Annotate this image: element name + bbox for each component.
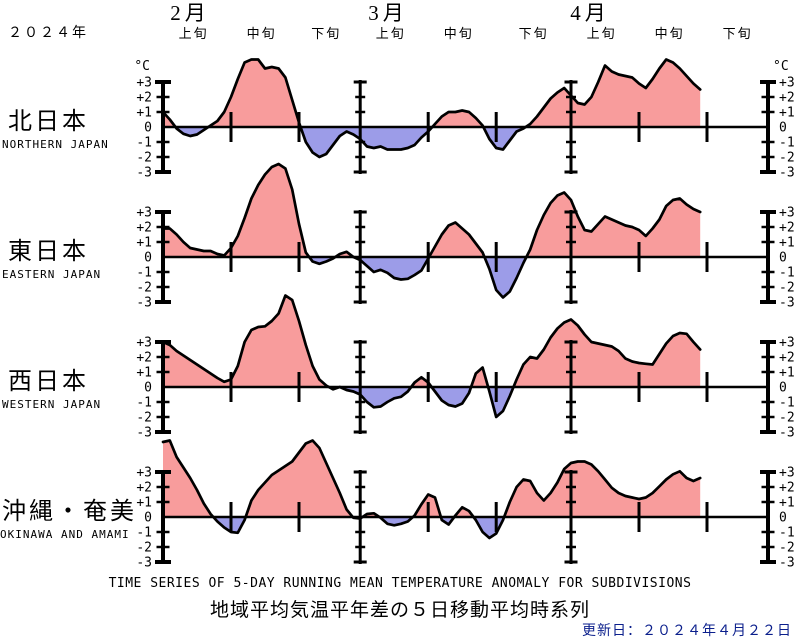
jun-label: 上旬 [376,26,406,41]
y-tick-label-left: 0 [144,121,152,136]
y-tick-label-left: -2 [136,151,152,166]
y-tick-label-right: +1 [779,496,795,511]
month-label: 4月 [570,1,610,25]
y-tick-label-right: +2 [779,91,795,106]
panel-subtitle-northern-japan: NORTHERN JAPAN [2,138,109,151]
y-tick-label-left: +1 [136,366,152,381]
panel-northern-japan: +3 +3+2 +2+1 +10 0-1 -1-2 -2-3 -3°C °C [134,58,795,181]
y-tick-label-right: -2 [779,411,795,426]
y-tick-label-left: +2 [136,481,152,496]
anomaly-curve [161,294,702,419]
panel-okinawa-and-amami: +3 +3+2 +2+1 +10 0-1 -1-2 -2-3 -3 [136,439,795,571]
y-tick-label-left: +2 [136,221,152,236]
y-tick-label-right: +2 [779,351,795,366]
y-tick-label-right: 0 [779,381,787,396]
jun-label: 下旬 [311,26,341,41]
y-tick-label-right: +1 [779,366,795,381]
panel-title-okinawa-amami: 沖縄・奄美 [2,499,137,525]
y-tick-label-right: 0 [779,251,787,266]
panel-title-eastern-japan: 東日本 [8,239,89,265]
year-label: ２０２４年 [8,26,88,41]
y-tick-label-left: -3 [136,296,152,311]
y-tick-label-left: 0 [144,511,152,526]
y-tick-label-right: +3 [779,466,795,481]
y-tick-label-left: -1 [136,396,152,411]
jun-label: 下旬 [723,26,753,41]
y-tick-label-right: +2 [779,221,795,236]
panel-title-western-japan: 西日本 [8,369,89,395]
y-tick-label-right: -1 [779,526,795,541]
month-label: 3月 [368,1,408,25]
anomaly-curve [161,58,702,159]
y-tick-label-right: 0 [779,121,787,136]
panel-subtitle-okinawa-amami: OKINAWA AND AMAMI [0,528,130,541]
panel-subtitle-eastern-japan: EASTERN JAPAN [2,268,102,281]
anomaly-curve [161,439,702,540]
positive-anomaly-area [163,164,701,257]
y-tick-label-left: +1 [136,106,152,121]
y-tick-label-left: -3 [136,556,152,571]
update-date: 更新日：２０２４年４月２２日 [582,624,792,639]
y-tick-label-left: -3 [136,166,152,181]
y-tick-label-left: +3 [136,206,152,221]
y-tick-label-right: +2 [779,481,795,496]
y-tick-label-right: -1 [779,396,795,411]
panel-subtitle-western-japan: WESTERN JAPAN [2,398,102,411]
y-tick-label-right: +3 [779,76,795,91]
y-tick-label-left: 0 [144,381,152,396]
y-tick-label-left: +2 [136,351,152,366]
y-tick-label-left: +1 [136,236,152,251]
jun-label: 上旬 [179,26,209,41]
jun-label: 下旬 [519,26,549,41]
y-tick-label-left: -1 [136,136,152,151]
y-tick-label-right: +3 [779,336,795,351]
y-tick-label-right: -2 [779,151,795,166]
jun-label: 上旬 [587,26,617,41]
chart-title-japanese: 地域平均気温平年差の５日移動平均時系列 [209,600,590,621]
y-tick-label-left: 0 [144,251,152,266]
degrees-celsius-label-right: °C [773,59,789,74]
month-label: 2月 [170,1,210,25]
y-tick-label-left: -2 [136,281,152,296]
jun-label: 中旬 [444,26,474,41]
y-tick-label-left: +3 [136,336,152,351]
y-tick-label-right: -2 [779,281,795,296]
y-tick-label-right: -3 [779,166,795,181]
y-tick-label-right: -3 [779,426,795,441]
y-tick-label-left: -2 [136,411,152,426]
y-tick-label-left: +3 [136,76,152,91]
y-tick-label-left: -3 [136,426,152,441]
y-tick-label-right: -2 [779,541,795,556]
y-tick-label-right: +1 [779,236,795,251]
positive-anomaly-area [163,440,701,517]
y-tick-label-left: -1 [136,526,152,541]
positive-anomaly-area [163,59,701,127]
y-tick-label-right: +1 [779,106,795,121]
chart-caption-english: TIME SERIES OF 5-DAY RUNNING MEAN TEMPER… [108,576,692,591]
y-tick-label-left: -1 [136,266,152,281]
panel-western-japan: +3 +3+2 +2+1 +10 0-1 -1-2 -2-3 -3 [136,294,795,441]
y-tick-label-right: -3 [779,296,795,311]
y-tick-label-left: -2 [136,541,152,556]
y-tick-label-right: -1 [779,136,795,151]
y-tick-label-left: +3 [136,466,152,481]
y-tick-label-right: 0 [779,511,787,526]
y-tick-label-right: +3 [779,206,795,221]
y-tick-label-left: +2 [136,91,152,106]
y-tick-label-right: -3 [779,556,795,571]
anomaly-curve [161,162,702,299]
positive-anomaly-area [163,295,701,387]
jun-label: 中旬 [247,26,277,41]
jun-label: 中旬 [655,26,685,41]
panel-eastern-japan: +3 +3+2 +2+1 +10 0-1 -1-2 -2-3 -3 [136,162,795,311]
y-tick-label-right: -1 [779,266,795,281]
degrees-celsius-label-left: °C [134,59,150,74]
panel-title-northern-japan: 北日本 [8,109,89,135]
y-tick-label-left: +1 [136,496,152,511]
